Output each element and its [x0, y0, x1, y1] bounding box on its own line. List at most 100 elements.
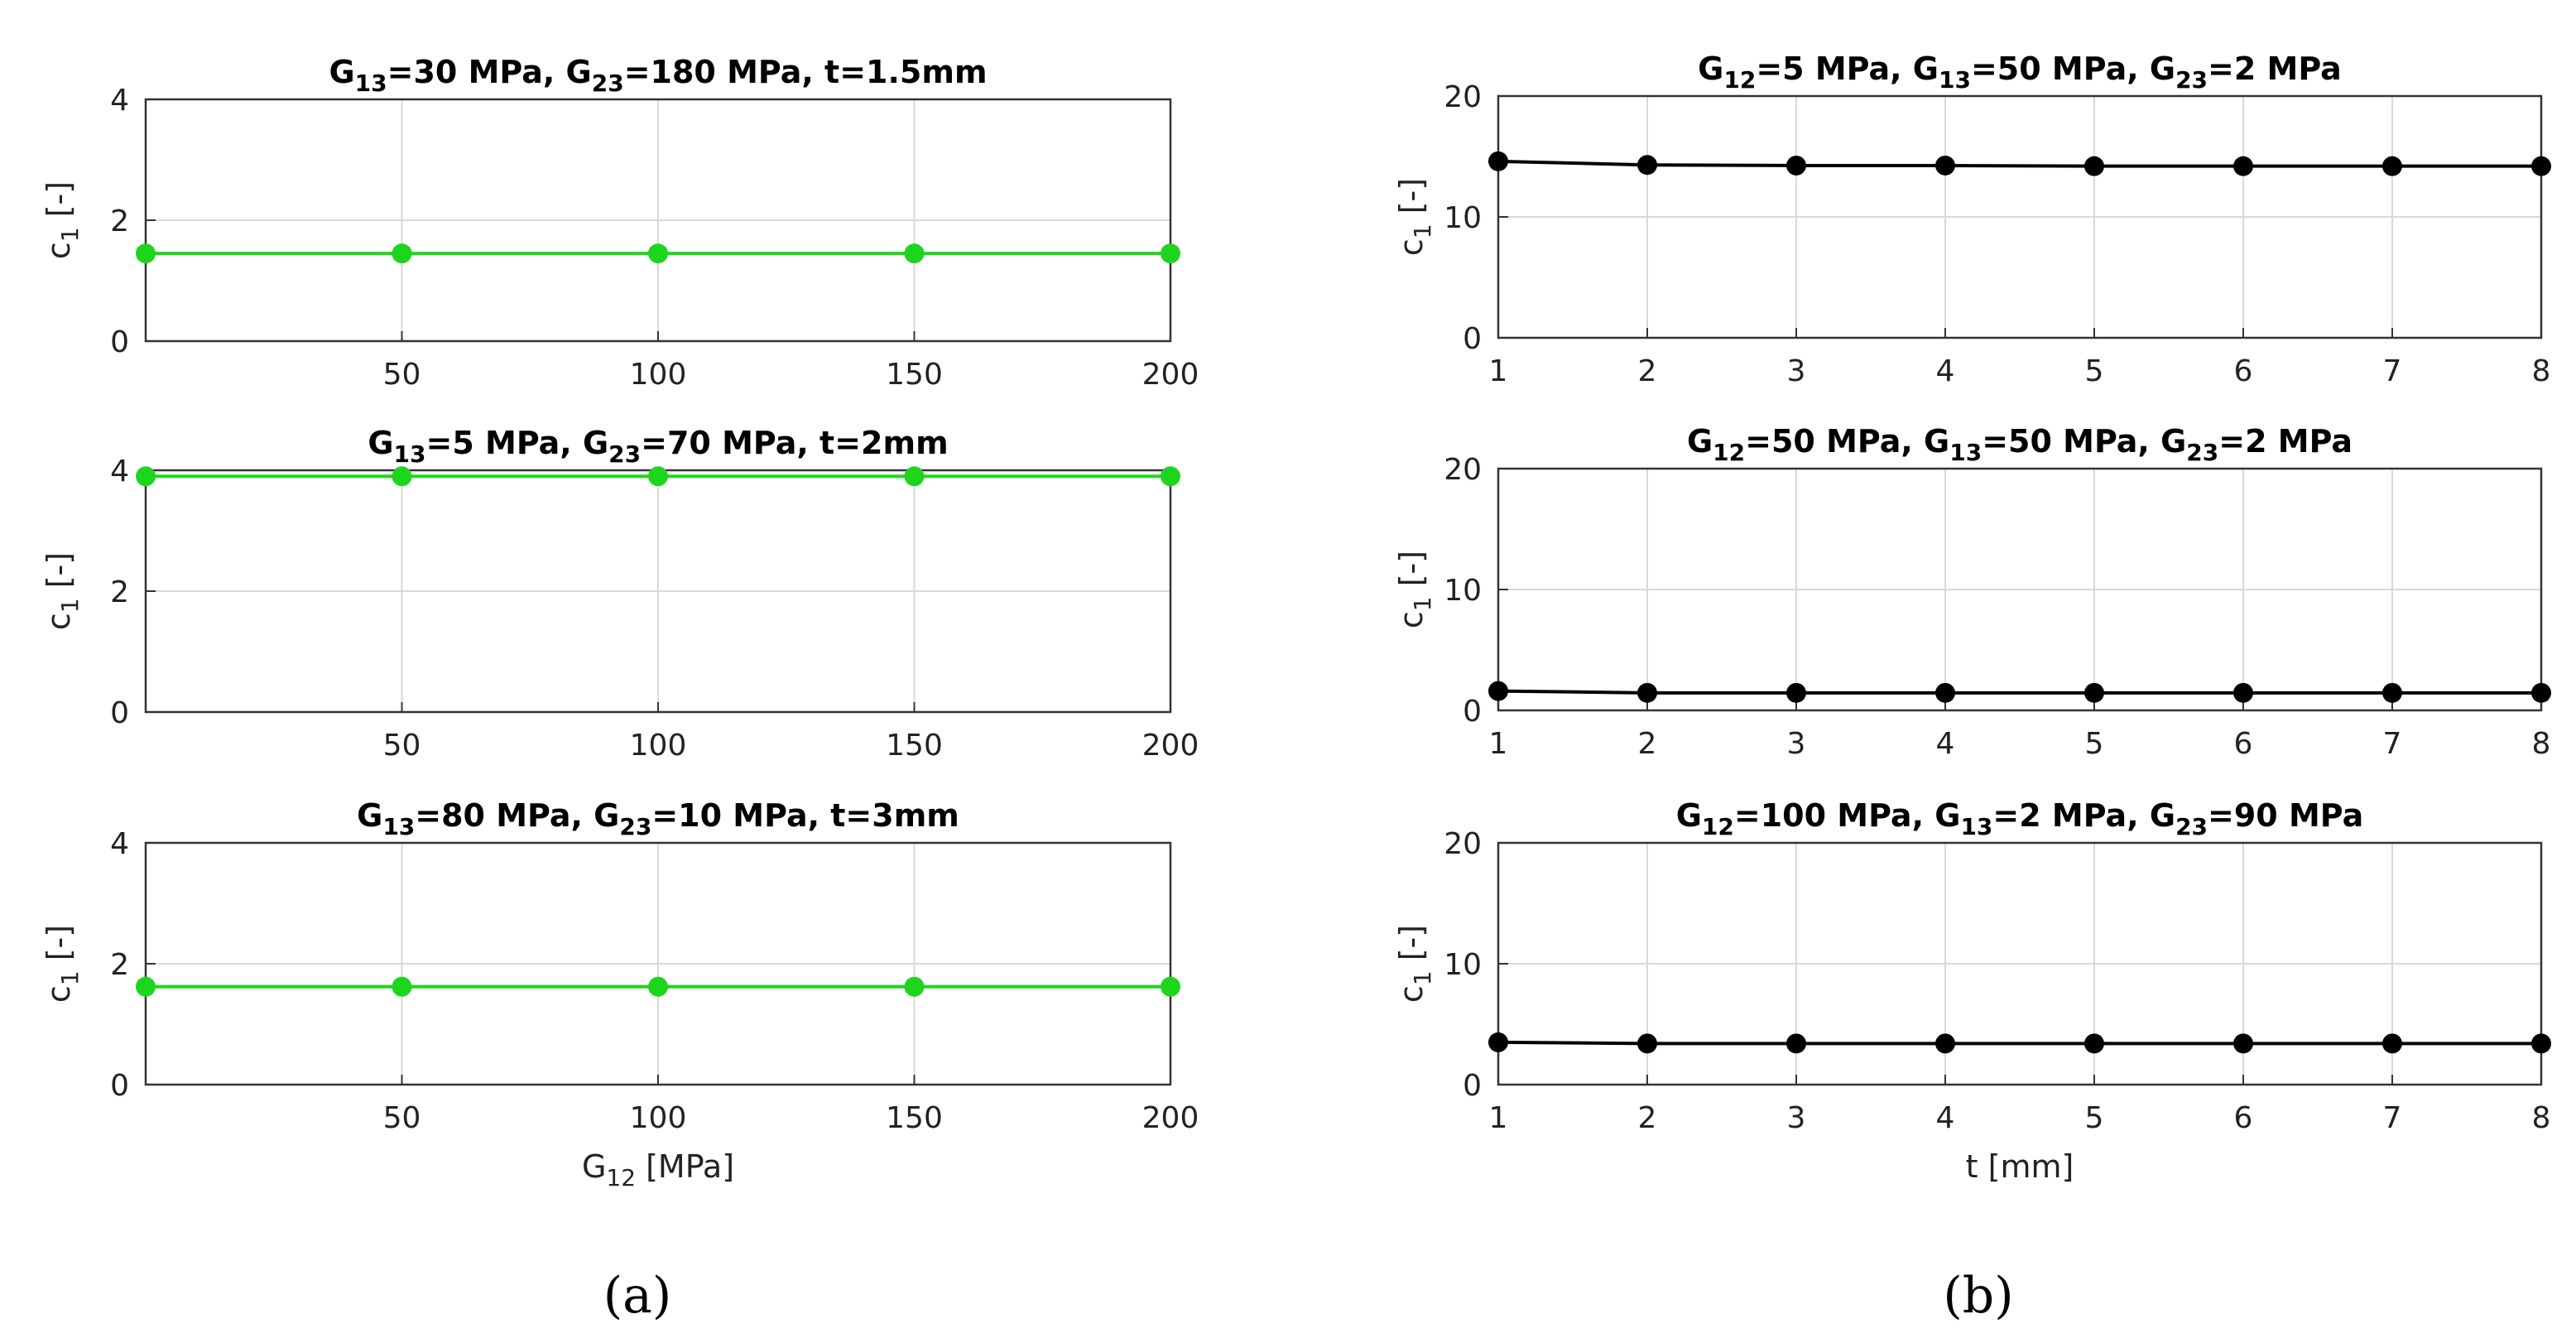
- chart-title: G13=80 MPa, G23=10 MPa, t=3mm: [357, 797, 959, 840]
- data-point: [648, 466, 668, 487]
- x-tick-label: 4: [1936, 727, 1955, 761]
- chart-a-1: 50 100 150 200 0 2 4 G13=30 MPa, G23=180 MPa, t…: [41, 54, 1199, 392]
- x-tick-label: 200: [1142, 1101, 1199, 1135]
- data-point: [904, 976, 925, 997]
- y-axis-label-sub: 1: [1409, 970, 1436, 985]
- y-axis-label: c1 [-]: [1393, 178, 1436, 256]
- title-text-part: G: [1687, 423, 1713, 460]
- title-text-part: =5 MPa, G: [426, 425, 609, 461]
- y-axis-label: c1 [-]: [41, 181, 84, 259]
- chart-title: G12=5 MPa, G13=50 MPa, G23=2 MPa: [1698, 51, 2342, 94]
- data-point: [1488, 151, 1508, 171]
- x-axis-label: t [mm]: [1966, 1148, 2074, 1185]
- x-tick-label: 50: [383, 729, 421, 763]
- title-text-part: =30 MPa, G: [387, 54, 592, 90]
- y-tick-label: 0: [1463, 322, 1482, 356]
- x-tick-label: 6: [2234, 1101, 2253, 1135]
- title-subscript: 23: [2175, 813, 2208, 840]
- data-point: [904, 243, 925, 264]
- x-tick-label: 2: [1638, 727, 1657, 761]
- y-tick-label: 0: [110, 696, 129, 730]
- title-subscript: 23: [619, 813, 651, 840]
- y-tick-label: 0: [110, 1069, 129, 1103]
- chart-title: G13=5 MPa, G23=70 MPa, t=2mm: [368, 425, 948, 468]
- title-text-part: =100 MPa, G: [1734, 797, 1961, 834]
- title-subscript: 23: [608, 440, 641, 468]
- x-tick-label: 7: [2383, 727, 2402, 761]
- y-axis-label-sub: 1: [56, 970, 84, 985]
- y-axis-label-main: c: [1393, 238, 1430, 256]
- x-tick-label: 7: [2383, 1101, 2402, 1135]
- y-axis-label-rest: [-]: [41, 181, 77, 227]
- x-tick-label: 1: [1489, 1101, 1508, 1135]
- x-tick-label: 100: [630, 1101, 687, 1135]
- x-tick-label: 6: [2234, 354, 2253, 388]
- data-point: [1786, 155, 1806, 176]
- x-axis-label-rest: [MPa]: [636, 1148, 734, 1185]
- data-point: [2382, 682, 2402, 703]
- title-subscript: 13: [1960, 813, 1992, 840]
- title-text-part: G: [329, 54, 354, 90]
- x-tick-label: 2: [1638, 1101, 1657, 1135]
- title-text-part: =50 MPa, G: [1982, 423, 2186, 460]
- data-point: [2382, 156, 2402, 176]
- y-axis-label-rest: [-]: [1393, 925, 1430, 970]
- x-tick-label: 4: [1936, 354, 1955, 388]
- data-point: [2084, 156, 2104, 176]
- title-text-part: =80 MPa, G: [415, 797, 619, 834]
- title-text-part: G: [357, 797, 382, 834]
- y-axis-label-sub: 1: [1409, 224, 1436, 238]
- x-tick-label: 7: [2383, 354, 2402, 388]
- title-text-part: =2 MPa: [2218, 423, 2353, 460]
- data-point: [1637, 155, 1657, 176]
- y-tick-label: 0: [110, 325, 129, 359]
- chart-title: G13=30 MPa, G23=180 MPa, t=1.5mm: [329, 54, 987, 97]
- chart-title: G12=100 MPa, G13=2 MPa, G23=90 MPa: [1676, 797, 2364, 840]
- y-axis-label-rest: [-]: [41, 925, 77, 970]
- x-tick-label: 5: [2085, 354, 2104, 388]
- y-tick-label: 4: [110, 84, 129, 118]
- x-tick-label: 150: [886, 729, 943, 763]
- title-text-part: =70 MPa, t=2mm: [641, 425, 949, 461]
- data-point: [1637, 1033, 1657, 1054]
- x-tick-label: 1: [1489, 354, 1508, 388]
- data-point: [392, 466, 412, 487]
- title-text-part: G: [368, 425, 393, 461]
- data-point: [1935, 1033, 1955, 1054]
- x-axis-label: G12 [MPa]: [582, 1148, 734, 1191]
- x-tick-label: 4: [1936, 1101, 1955, 1135]
- title-text-part: =180 MPa, t=1.5mm: [624, 54, 988, 90]
- data-point: [904, 466, 925, 487]
- x-tick-label: 150: [886, 1101, 943, 1135]
- x-axis-label-sub: 12: [606, 1164, 636, 1191]
- title-text-part: G: [1676, 797, 1702, 834]
- y-tick-label: 4: [110, 827, 129, 861]
- x-tick-label: 5: [2085, 727, 2104, 761]
- data-point: [1488, 681, 1508, 701]
- y-axis-label-main: c: [41, 613, 77, 630]
- y-axis-label-rest: [-]: [1393, 551, 1430, 596]
- x-tick-label: 8: [2532, 727, 2551, 761]
- y-axis-label-main: c: [1393, 985, 1430, 1003]
- title-text-part: =2 MPa, G: [1992, 797, 2175, 834]
- title-subscript: 13: [1949, 439, 1982, 466]
- data-point: [2382, 1033, 2402, 1054]
- y-axis-label-rest: [-]: [1393, 178, 1430, 224]
- title-subscript: 12: [1713, 439, 1745, 466]
- y-axis-label-rest: [-]: [41, 552, 77, 598]
- y-axis-label-sub: 1: [1409, 596, 1436, 611]
- x-tick-label: 3: [1787, 727, 1806, 761]
- data-point: [2531, 682, 2551, 703]
- y-tick-label: 4: [110, 455, 129, 488]
- y-axis-label-sub: 1: [56, 598, 84, 613]
- title-subscript: 13: [382, 813, 415, 840]
- chart-title: G12=50 MPa, G13=50 MPa, G23=2 MPa: [1687, 423, 2353, 466]
- data-point: [2084, 682, 2104, 703]
- y-tick-label: 20: [1444, 827, 1482, 861]
- chart-a-2: 50 100 150 200 0 2 4 G13=5 MPa, G23=70 MPa, t=2…: [41, 425, 1199, 763]
- data-point: [1935, 682, 1955, 703]
- title-text-part: =10 MPa, t=3mm: [651, 797, 959, 834]
- x-tick-label: 200: [1142, 729, 1199, 763]
- x-tick-label: 1: [1489, 727, 1508, 761]
